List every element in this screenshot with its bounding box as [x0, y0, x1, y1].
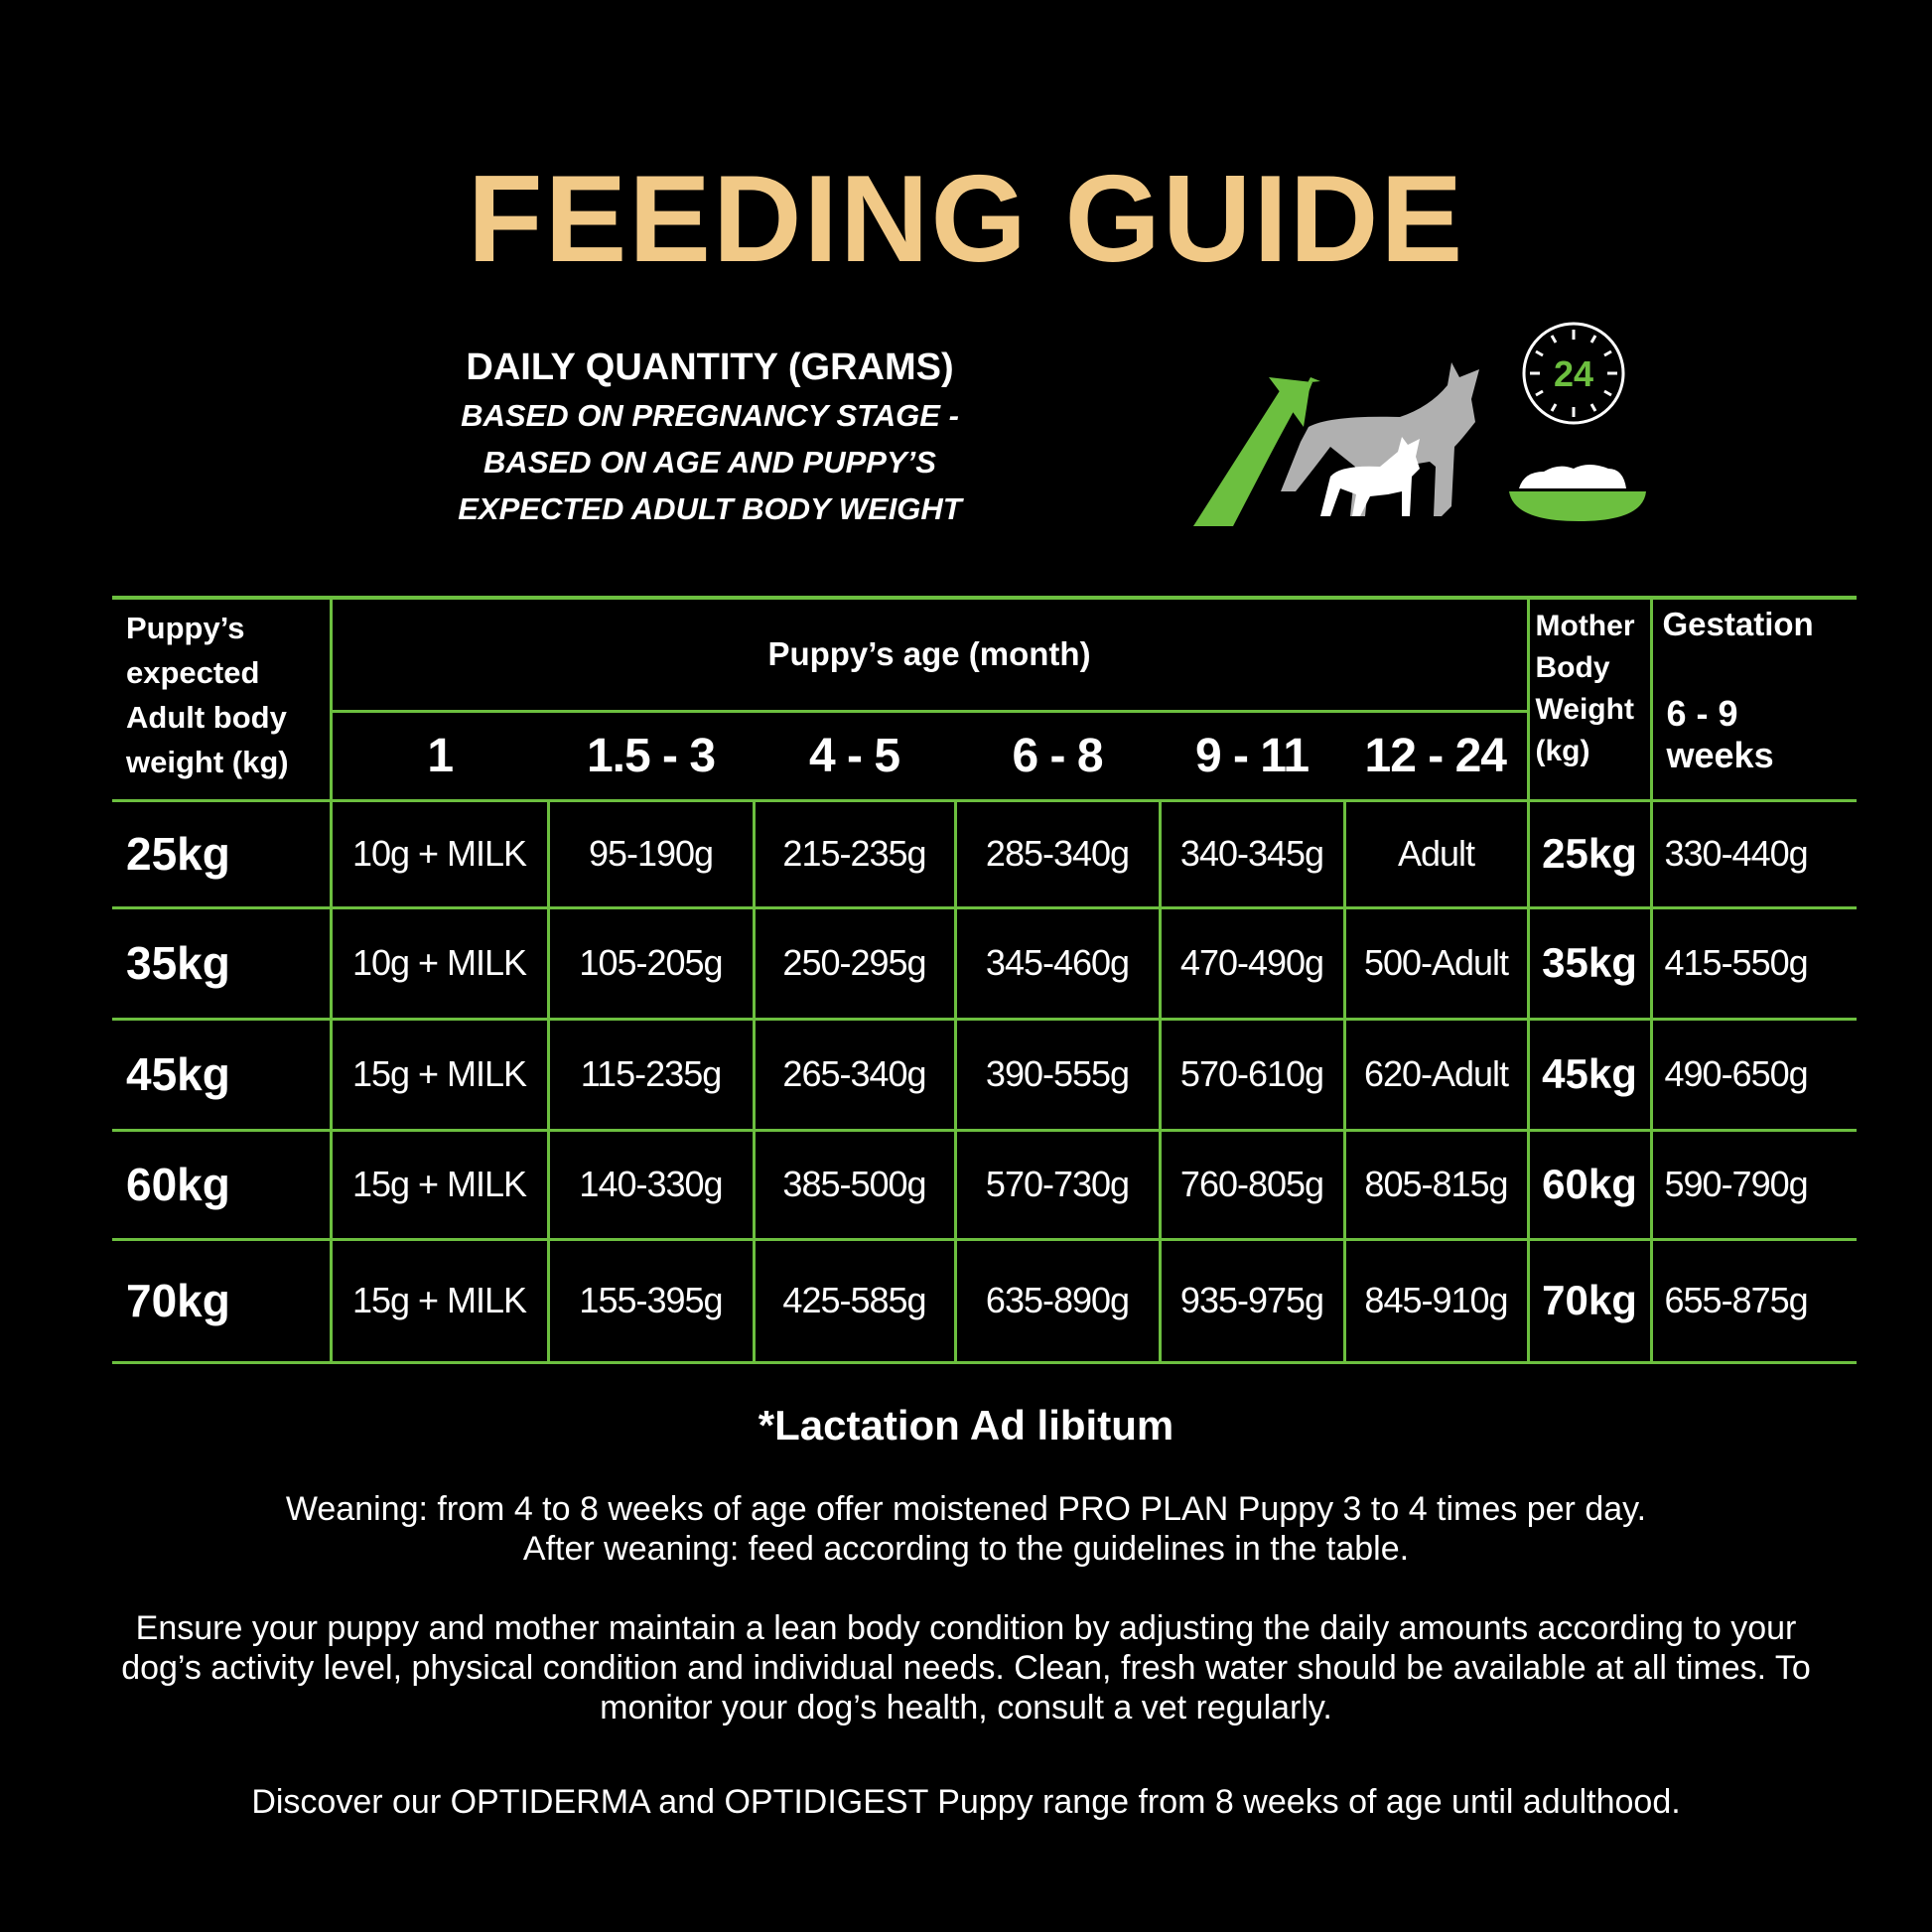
quantity-cell: 385-500g — [752, 1128, 957, 1241]
subtitle-line: BASED ON AGE AND PUPPY’S — [483, 445, 936, 480]
quantity-cell: 570-610g — [1158, 1017, 1346, 1132]
quantity-cell: 155-395g — [546, 1237, 756, 1364]
quantity-cell: 390-555g — [953, 1017, 1162, 1132]
quantity-cell: 425-585g — [752, 1237, 957, 1364]
quantity-cell: 215-235g — [752, 798, 957, 909]
icons-group: 24 — [1193, 322, 1646, 526]
quantity-cell: 265-340g — [752, 1017, 957, 1132]
header-text: Gestation — [1662, 606, 1814, 642]
mother-weight-cell: 35kg — [1526, 905, 1653, 1021]
quantity-cell: 500-Adult — [1342, 905, 1530, 1021]
row-weight-label: 60kg — [112, 1128, 333, 1241]
header-text: (kg) — [1535, 735, 1590, 767]
age-column-header: 9 - 11 — [1160, 709, 1344, 802]
header-expected-weight: Puppy’s expected Adult body weight (kg) — [112, 596, 333, 802]
header-text: expected — [126, 655, 260, 690]
quantity-cell: 620-Adult — [1342, 1017, 1530, 1132]
row-weight-label: 70kg — [112, 1237, 333, 1364]
quantity-cell: 250-295g — [752, 905, 957, 1021]
quantity-cell: 10g + MILK — [329, 798, 550, 909]
age-column-header: 6 - 8 — [955, 709, 1160, 802]
row-weight-label: 35kg — [112, 905, 333, 1021]
quantity-cell: Adult — [1342, 798, 1530, 909]
quantity-cell: 115-235g — [546, 1017, 756, 1132]
row-weight-label: 25kg — [112, 798, 333, 909]
header-text: Mother — [1535, 610, 1635, 642]
quantity-cell: 140-330g — [546, 1128, 756, 1241]
table-row: 45kg 15g + MILK 115-235g 265-340g 390-555g 57… — [112, 1017, 1857, 1132]
age-column-header: 4 - 5 — [754, 709, 955, 802]
body-condition-text: Ensure your puppy and mother maintain a … — [121, 1609, 1811, 1726]
table-row: 60kg 15g + MILK 140-330g 385-500g 570-730g 76… — [112, 1128, 1857, 1241]
header-gestation: Gestation 6 - 9 weeks — [1649, 596, 1857, 802]
quantity-cell: 285-340g — [953, 798, 1162, 909]
gestation-cell: 415-550g — [1649, 905, 1857, 1021]
quantity-cell: 805-815g — [1342, 1128, 1530, 1241]
weaning-text: Weaning: from 4 to 8 weeks of age offer … — [285, 1490, 1647, 1528]
header-puppy-age: Puppy’s age (month) — [329, 596, 1530, 713]
quantity-cell: 15g + MILK — [329, 1237, 550, 1364]
subtitle-line: BASED ON PREGNANCY STAGE - — [461, 398, 959, 433]
subtitle-block: DAILY QUANTITY (GRAMS) BASED ON PREGNANC… — [417, 343, 1003, 532]
row-weight-label: 45kg — [112, 1017, 333, 1132]
lactation-note: *Lactation Ad libitum — [758, 1402, 1174, 1449]
table-row: 35kg 10g + MILK 105-205g 250-295g 345-460g 47… — [112, 905, 1857, 1021]
gestation-cell: 490-650g — [1649, 1017, 1857, 1132]
quantity-cell: 345-460g — [953, 905, 1162, 1021]
header-text: weight (kg) — [126, 745, 289, 779]
24-hour-clock-icon: 24 — [1522, 322, 1625, 425]
quantity-cell: 760-805g — [1158, 1128, 1346, 1241]
table-row: 70kg 15g + MILK 155-395g 425-585g 635-890g 93… — [112, 1237, 1857, 1364]
quantity-cell: 15g + MILK — [329, 1128, 550, 1241]
quantity-cell: 635-890g — [953, 1237, 1162, 1364]
quantity-cell: 935-975g — [1158, 1237, 1346, 1364]
quantity-cell: 95-190g — [546, 798, 756, 909]
discover-text: Discover our OPTIDERMA and OPTIDIGEST Pu… — [251, 1783, 1681, 1821]
quantity-cell: 845-910g — [1342, 1237, 1530, 1364]
quantity-cell: 105-205g — [546, 905, 756, 1021]
age-column-header: 1 — [331, 709, 548, 802]
header-text: Adult body — [126, 700, 287, 735]
table-row: 25kg 10g + MILK 95-190g 215-235g 285-340g 340… — [112, 798, 1857, 909]
age-column-header: 1.5 - 3 — [548, 709, 754, 802]
quantity-cell: 570-730g — [953, 1128, 1162, 1241]
quantity-cell: 340-345g — [1158, 798, 1346, 909]
quantity-cell: 470-490g — [1158, 905, 1346, 1021]
header-text: weeks — [1666, 735, 1774, 775]
quantity-cell: 10g + MILK — [329, 905, 550, 1021]
food-bowl-icon — [1509, 465, 1646, 521]
gestation-cell: 330-440g — [1649, 798, 1857, 909]
subtitle-line: DAILY QUANTITY (GRAMS) — [466, 346, 954, 388]
header-text: Puppy’s — [126, 611, 245, 645]
page-title: FEEDING GUIDE — [467, 151, 1465, 288]
gestation-cell: 655-875g — [1649, 1237, 1857, 1364]
clock-label: 24 — [1554, 353, 1593, 394]
mother-weight-cell: 25kg — [1526, 798, 1653, 909]
mother-weight-cell: 70kg — [1526, 1237, 1653, 1364]
age-column-header: 12 - 24 — [1344, 709, 1528, 802]
gestation-cell: 590-790g — [1649, 1128, 1857, 1241]
after-weaning-text: After weaning: feed according to the gui… — [522, 1530, 1410, 1568]
subtitle-line: EXPECTED ADULT BODY WEIGHT — [458, 491, 962, 526]
feeding-table: Puppy’s expected Adult body weight (kg) … — [112, 596, 1857, 1364]
quantity-cell: 15g + MILK — [329, 1017, 550, 1132]
mother-weight-cell: 45kg — [1526, 1017, 1653, 1132]
header-text: Weight — [1535, 693, 1634, 726]
header-text: Body — [1535, 651, 1610, 684]
mother-weight-cell: 60kg — [1526, 1128, 1653, 1241]
mother-and-puppy-dog-icon — [1281, 362, 1479, 516]
growth-arrow-icon — [1193, 377, 1320, 526]
header-mother-weight: Mother Body Weight (kg) — [1526, 596, 1653, 802]
header-text: 6 - 9 — [1666, 693, 1738, 734]
